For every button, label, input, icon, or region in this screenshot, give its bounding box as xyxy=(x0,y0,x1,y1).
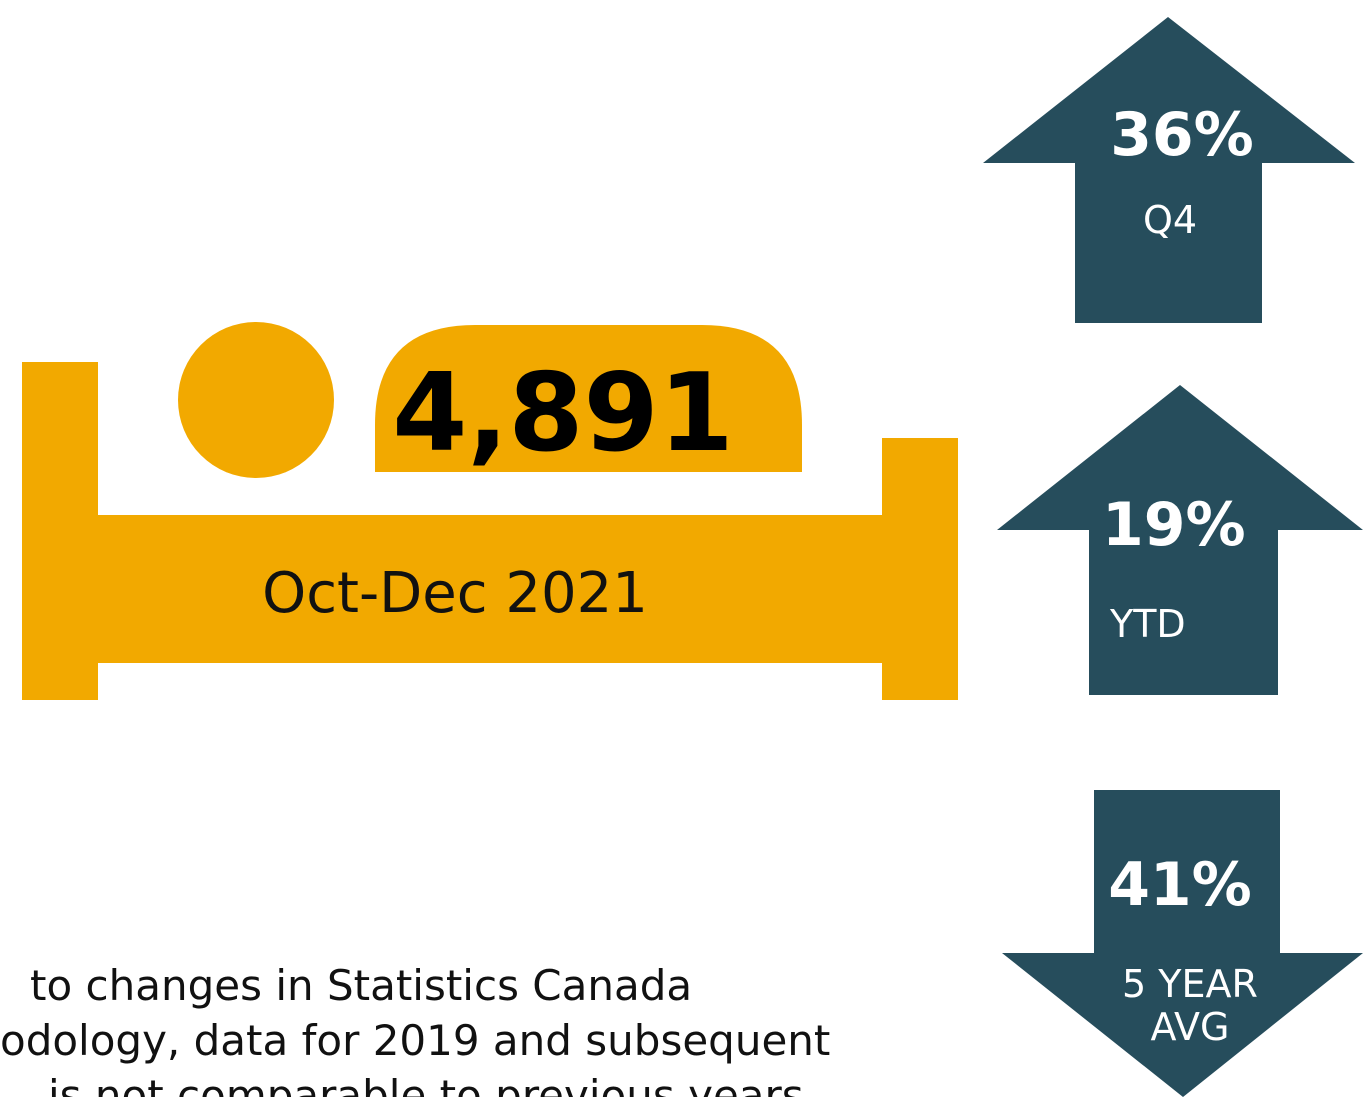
indicator-label: YTD xyxy=(1109,602,1186,646)
bed-mattress xyxy=(98,515,882,663)
footnote-line: is not comparable to previous years xyxy=(48,1071,804,1097)
footnote-line: to changes in Statistics Canada xyxy=(30,961,692,1010)
indicator-value: 41% xyxy=(1108,850,1252,920)
indicator-value: 19% xyxy=(1102,490,1246,560)
arrow-up xyxy=(983,17,1355,323)
footnote-line: odology, data for 2019 and subsequent xyxy=(0,1016,830,1065)
arrow-up xyxy=(997,385,1363,695)
indicator-value: 36% xyxy=(1110,100,1254,170)
arrow-down xyxy=(1002,790,1363,1097)
bed-footboard xyxy=(882,438,958,700)
indicator-label: 5 YEAR xyxy=(1122,962,1258,1006)
bed-icon xyxy=(22,322,958,700)
arrows xyxy=(983,17,1363,1097)
bed-headboard xyxy=(22,362,98,700)
bed-pillow xyxy=(375,325,802,472)
main-period: Oct-Dec 2021 xyxy=(262,561,648,626)
main-value: 4,891 xyxy=(392,351,734,476)
indicator-label: Q4 xyxy=(1143,198,1197,242)
indicator-label: AVG xyxy=(1150,1005,1229,1049)
bed-head xyxy=(178,322,334,478)
footnote: to changes in Statistics Canada odology,… xyxy=(0,961,830,1097)
